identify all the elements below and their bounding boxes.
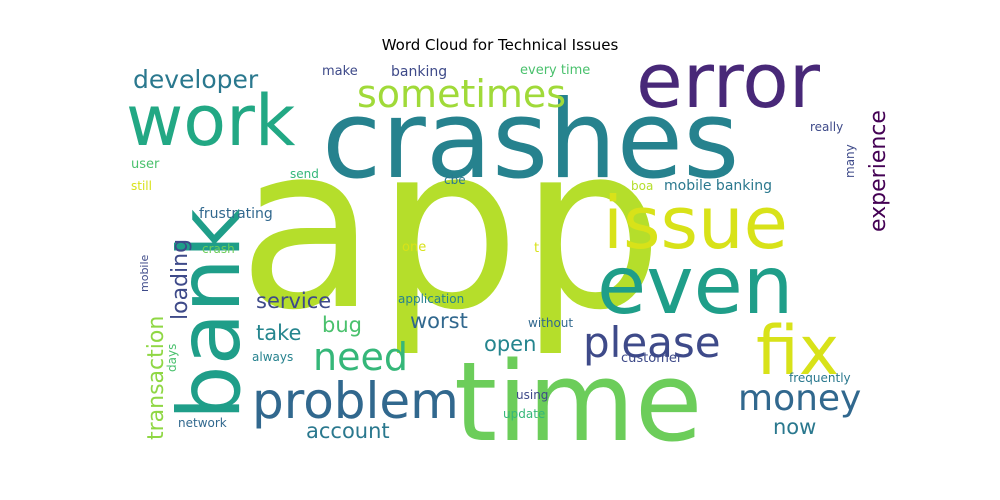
word-without: without bbox=[528, 316, 573, 330]
word-now: now bbox=[773, 415, 816, 439]
word-issue: issue bbox=[603, 181, 788, 265]
word-send: send bbox=[290, 167, 319, 181]
word-t: t bbox=[534, 241, 539, 256]
word-mobile-banking: mobile banking bbox=[664, 178, 772, 194]
word-problem: problem bbox=[252, 372, 459, 430]
word-user: user bbox=[131, 157, 160, 172]
word-developer: developer bbox=[133, 65, 259, 94]
word-frustrating: frustrating bbox=[199, 206, 273, 222]
word-make: make bbox=[322, 64, 358, 79]
word-really: really bbox=[810, 120, 843, 134]
word-application: application bbox=[398, 292, 464, 306]
word-every-time: every time bbox=[520, 63, 590, 78]
word-transaction: transaction bbox=[144, 316, 169, 440]
word-always: always bbox=[252, 350, 293, 364]
word-please: please bbox=[583, 318, 721, 367]
word-bank: bank bbox=[160, 208, 260, 420]
word-mobile: mobile bbox=[138, 254, 151, 292]
word-many: many bbox=[843, 144, 857, 178]
word-days: days bbox=[165, 344, 179, 372]
word-network: network bbox=[178, 416, 227, 430]
word-work: work bbox=[126, 80, 296, 162]
word-app: app bbox=[238, 97, 663, 360]
word-sometimes: sometimes bbox=[357, 72, 566, 116]
chart-title: Word Cloud for Technical Issues bbox=[381, 36, 619, 54]
word-crashes: crashes bbox=[322, 78, 739, 203]
word-service: service bbox=[256, 289, 331, 313]
word-worst: worst bbox=[410, 309, 468, 333]
word-even: even bbox=[597, 239, 793, 332]
word-one: one bbox=[402, 240, 426, 255]
word-update: update bbox=[503, 407, 545, 421]
word-still: still bbox=[131, 179, 152, 193]
word-time: time bbox=[454, 338, 703, 466]
word-bug: bug bbox=[322, 313, 362, 337]
word-boa: boa bbox=[631, 179, 653, 193]
word-experience: experience bbox=[866, 110, 891, 232]
word-error: error bbox=[636, 36, 821, 125]
word-need: need bbox=[313, 335, 408, 379]
word-money: money bbox=[738, 378, 861, 419]
word-loading: loading bbox=[168, 239, 193, 320]
word-open: open bbox=[484, 332, 536, 356]
word-crash: crash bbox=[202, 242, 235, 256]
word-frequently: frequently bbox=[789, 371, 851, 385]
word-customer: customer bbox=[621, 351, 683, 366]
word-account: account bbox=[306, 419, 390, 443]
word-cbe: cbe bbox=[444, 173, 466, 187]
word-banking: banking bbox=[391, 64, 447, 80]
word-using: using bbox=[516, 388, 548, 402]
word-fix: fix bbox=[756, 312, 839, 391]
word-take: take bbox=[256, 321, 301, 345]
